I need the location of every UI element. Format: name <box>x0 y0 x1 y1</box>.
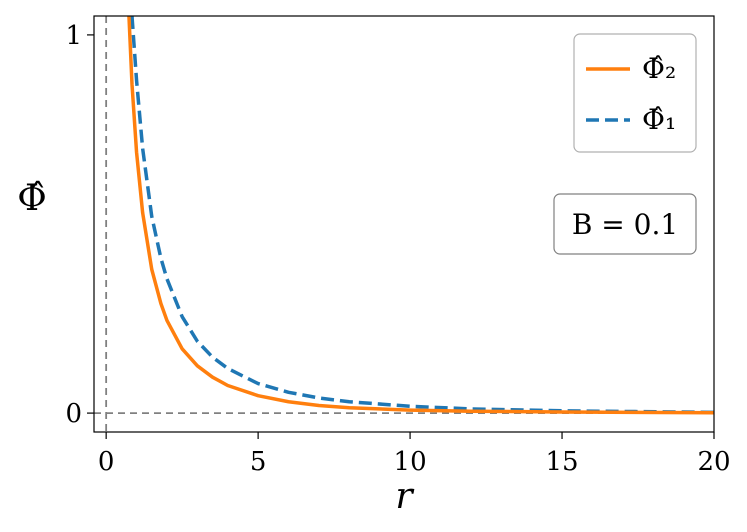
x-tick-label: 15 <box>545 447 578 477</box>
x-axis: 0 5 10 15 20 <box>98 432 731 477</box>
x-tick-label: 5 <box>250 447 267 477</box>
annotation-text: B = 0.1 <box>572 208 678 241</box>
legend-box <box>573 33 697 153</box>
series-line-phi-hat-1 <box>130 16 714 415</box>
series-line-phi-hat-2 <box>127 16 714 415</box>
y-tick-label: 1 <box>65 21 82 51</box>
x-tick-label: 20 <box>697 447 730 477</box>
series-layer <box>127 16 714 415</box>
annotation-frame <box>553 193 697 255</box>
y-tick-label: 0 <box>65 399 82 429</box>
legend-label-series-2: Φ̂₂ <box>642 52 676 85</box>
legend: Φ̂₂ Φ̂₁ <box>573 33 697 153</box>
annotation-box: B = 0.1 <box>553 193 697 255</box>
x-tick-label: 0 <box>98 447 115 477</box>
y-axis: 01 <box>65 21 94 429</box>
x-axis-label: r <box>395 476 414 517</box>
y-axis-label: Φ̂ <box>17 178 47 219</box>
legend-label-series-1: Φ̂₁ <box>642 103 676 136</box>
plot-area-frame <box>93 15 715 433</box>
x-tick-label: 10 <box>394 447 427 477</box>
